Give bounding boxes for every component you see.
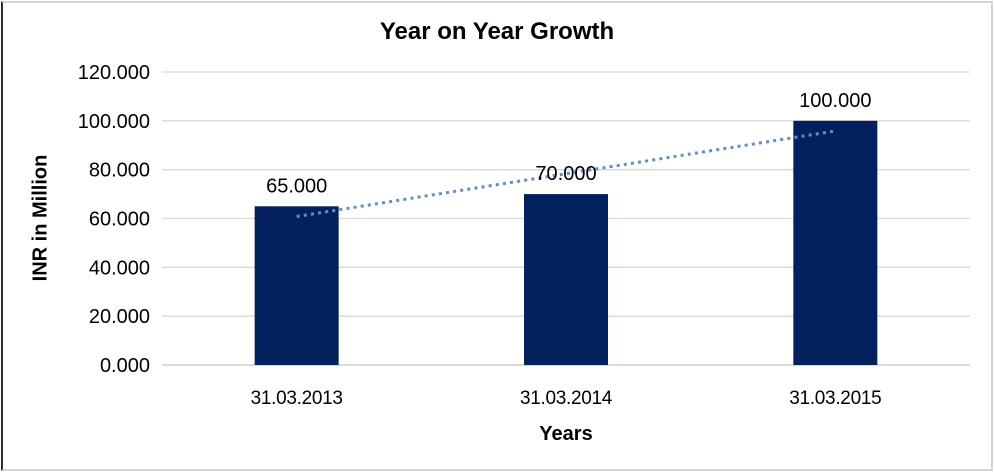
- x-axis-tick-labels: 31.03.2013 31.03.2014 31.03.2015: [251, 388, 882, 409]
- y-tick-label: 120.000: [78, 62, 150, 84]
- bar-series: [254, 120, 878, 365]
- y-tick-label: 0.000: [100, 355, 150, 377]
- y-tick-label: 20.000: [89, 306, 150, 328]
- bar-value-labels: 65.000 70.000 100.000: [266, 90, 871, 197]
- y-tick-label: 40.000: [89, 257, 150, 279]
- y-tick-label: 100.000: [78, 111, 150, 133]
- x-tick-label: 31.03.2013: [251, 388, 343, 409]
- bar-value-label: 65.000: [266, 175, 327, 197]
- y-tick-label: 80.000: [89, 160, 150, 182]
- y-tick-label: 60.000: [89, 209, 150, 231]
- trendline-path: [296, 129, 836, 218]
- bar: [524, 194, 608, 365]
- trendline: [296, 129, 836, 218]
- bar-value-label: 70.000: [535, 163, 596, 185]
- x-tick-label: 31.03.2014: [520, 388, 613, 409]
- bar: [254, 206, 339, 365]
- y-axis-tick-labels: 0.000 20.000 40.000 60.000 80.000 100.000 120.…: [78, 62, 150, 377]
- chart-title: Year on Year Growth: [379, 18, 615, 45]
- x-tick-label: 31.03.2015: [789, 388, 881, 409]
- x-axis-title: Years: [539, 423, 593, 445]
- bar: [793, 120, 878, 365]
- bar-value-label: 100.000: [799, 90, 871, 112]
